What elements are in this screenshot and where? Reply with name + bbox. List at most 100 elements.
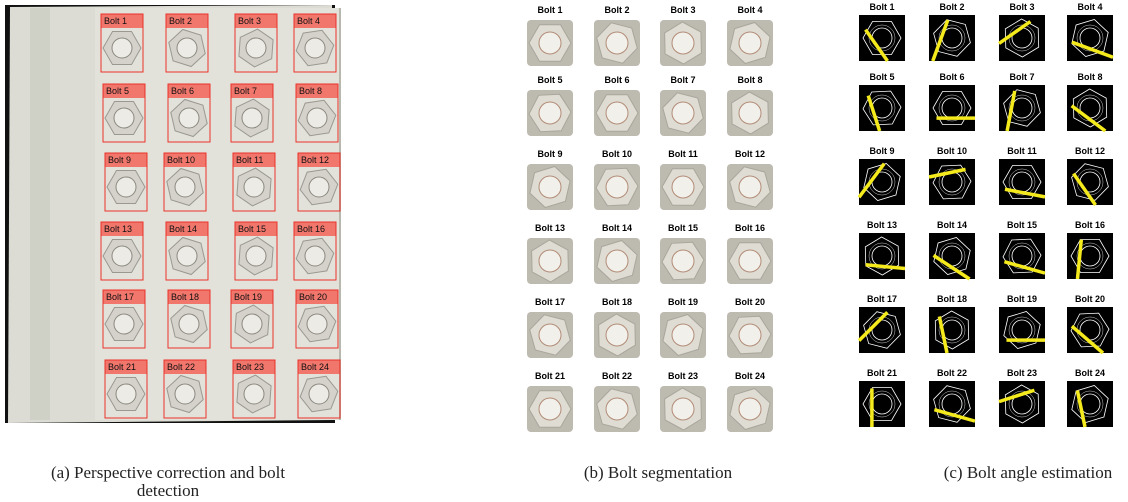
bolt-label: Bolt 13 bbox=[535, 223, 565, 233]
bolt-label: Bolt 22 bbox=[602, 371, 632, 381]
bolt-crop bbox=[727, 164, 773, 210]
bolt-label: Bolt 24 bbox=[735, 371, 765, 381]
bolt-label: Bolt 7 bbox=[670, 75, 695, 85]
bolt-crop bbox=[727, 90, 773, 136]
bolt-crop bbox=[594, 238, 640, 284]
edge-crop bbox=[1067, 159, 1113, 205]
edge-crop bbox=[859, 15, 905, 61]
bolt-label: Bolt 21 bbox=[108, 362, 136, 372]
bolt-head bbox=[307, 314, 327, 334]
bolt-crop bbox=[727, 20, 773, 66]
crop bbox=[1067, 381, 1113, 427]
bolt-label: Bolt 4 bbox=[1077, 2, 1102, 12]
bolt-head bbox=[739, 324, 761, 346]
bolt-label: Bolt 7 bbox=[1009, 72, 1034, 82]
bolt-head bbox=[672, 176, 694, 198]
bolt-label: Bolt 19 bbox=[1007, 294, 1037, 304]
bolt-head bbox=[244, 384, 264, 404]
edge-crop bbox=[859, 233, 905, 279]
bolt-label: Bolt 16 bbox=[297, 224, 325, 234]
bolt-crop bbox=[727, 238, 773, 284]
bolt-head bbox=[606, 176, 628, 198]
bolt-head bbox=[116, 384, 136, 404]
bolt-label: Bolt 9 bbox=[869, 146, 894, 156]
bolt-head bbox=[672, 324, 694, 346]
edge-crop bbox=[929, 381, 975, 427]
bolt-label: Bolt 14 bbox=[937, 220, 967, 230]
bolt-head bbox=[739, 176, 761, 198]
bolt-crop bbox=[660, 238, 706, 284]
bolt-label: Bolt 12 bbox=[1075, 146, 1105, 156]
bolt-label: Bolt 17 bbox=[867, 294, 897, 304]
edge-crop bbox=[999, 159, 1045, 205]
bolt-label: Bolt 24 bbox=[1075, 368, 1105, 378]
bolt-crop bbox=[660, 312, 706, 358]
bolt-head bbox=[114, 314, 134, 334]
bolt-head bbox=[539, 398, 561, 420]
bolt-label: Bolt 10 bbox=[167, 155, 195, 165]
crop bbox=[999, 307, 1045, 353]
bolt-label: Bolt 16 bbox=[1075, 220, 1105, 230]
bolt-head bbox=[739, 32, 761, 54]
caption: (c) Bolt angle estimation bbox=[944, 463, 1113, 482]
edge-crop bbox=[999, 307, 1045, 353]
edge-crop bbox=[859, 85, 905, 131]
bolt-head bbox=[672, 102, 694, 124]
bolt-label: Bolt 9 bbox=[537, 149, 562, 159]
edge-crop bbox=[859, 159, 905, 205]
bolt-label: Bolt 15 bbox=[238, 224, 266, 234]
bolt-label: Bolt 1 bbox=[104, 16, 127, 26]
bolt-label: Bolt 1 bbox=[537, 5, 562, 15]
edge-crop bbox=[1067, 15, 1113, 61]
bolt-head bbox=[307, 108, 327, 128]
bolt-crop bbox=[594, 90, 640, 136]
bolt-crop bbox=[594, 386, 640, 432]
bolt-label: Bolt 10 bbox=[602, 149, 632, 159]
bolt-label: Bolt 18 bbox=[602, 297, 632, 307]
bolt-head bbox=[179, 314, 199, 334]
edge-crop bbox=[999, 381, 1045, 427]
bolt-label: Bolt 2 bbox=[939, 2, 964, 12]
edge-crop bbox=[1067, 85, 1113, 131]
bolt-head bbox=[606, 250, 628, 272]
bolt-crop bbox=[660, 164, 706, 210]
bolt-label: Bolt 10 bbox=[937, 146, 967, 156]
bolt-label: Bolt 15 bbox=[1007, 220, 1037, 230]
bolt-label: Bolt 8 bbox=[299, 86, 322, 96]
bolt-head bbox=[606, 324, 628, 346]
bolt-label: Bolt 2 bbox=[604, 5, 629, 15]
bolt-head bbox=[112, 38, 132, 58]
bolt-label: Bolt 5 bbox=[537, 75, 562, 85]
bolt-label: Bolt 11 bbox=[1007, 146, 1037, 156]
bolt-label: Bolt 13 bbox=[104, 224, 132, 234]
bolt-label: Bolt 11 bbox=[236, 155, 263, 165]
edge-crop bbox=[1067, 381, 1113, 427]
bolt-head bbox=[739, 102, 761, 124]
bolt-label: Bolt 9 bbox=[108, 155, 131, 165]
bolt-head bbox=[116, 177, 136, 197]
bolt-label: Bolt 19 bbox=[668, 297, 698, 307]
bolt-crop bbox=[527, 20, 573, 66]
bolt-label: Bolt 3 bbox=[238, 16, 261, 26]
bolt-head bbox=[305, 246, 325, 266]
bolt-label: Bolt 16 bbox=[735, 223, 765, 233]
bolt-label: Bolt 14 bbox=[602, 223, 632, 233]
bolt-crop bbox=[527, 386, 573, 432]
bolt-label: Bolt 5 bbox=[106, 86, 129, 96]
edge-crop bbox=[999, 233, 1045, 279]
bolt-label: Bolt 6 bbox=[604, 75, 629, 85]
bolt-head bbox=[175, 177, 195, 197]
bolt-label: Bolt 11 bbox=[668, 149, 698, 159]
bolt-head bbox=[246, 38, 266, 58]
bolt-label: Bolt 12 bbox=[301, 155, 329, 165]
bolt-label: Bolt 2 bbox=[169, 16, 192, 26]
bolt-label: Bolt 13 bbox=[867, 220, 897, 230]
bolt-head bbox=[179, 108, 199, 128]
bolt-head bbox=[246, 246, 266, 266]
bolt-label: Bolt 8 bbox=[737, 75, 762, 85]
figure: (a) Perspective correction and boltdetec… bbox=[0, 0, 1128, 502]
bolt-crop bbox=[727, 386, 773, 432]
bolt-label: Bolt 23 bbox=[668, 371, 698, 381]
bolt-label: Bolt 6 bbox=[939, 72, 964, 82]
